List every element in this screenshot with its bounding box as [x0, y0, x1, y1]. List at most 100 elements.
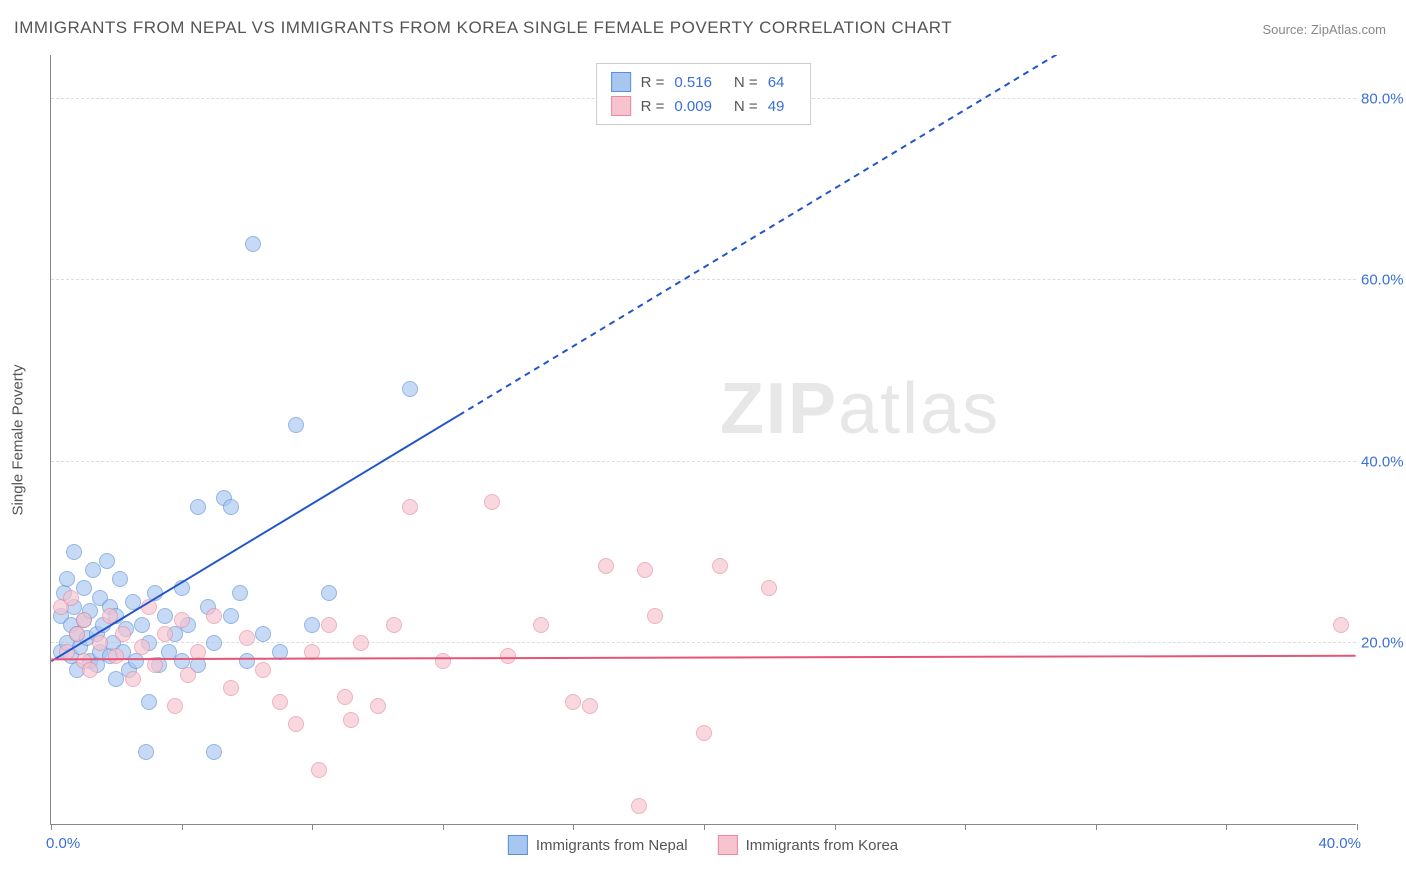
legend-bottom-item: Immigrants from Nepal: [508, 835, 688, 855]
data-point: [239, 630, 255, 646]
data-point: [647, 608, 663, 624]
chart-area: Single Female Poverty ZIPatlas R =0.516N…: [50, 55, 1356, 825]
trend-lines: [51, 55, 1356, 824]
data-point: [696, 725, 712, 741]
legend-bottom-item: Immigrants from Korea: [718, 835, 899, 855]
data-point: [353, 635, 369, 651]
legend-swatch: [508, 835, 528, 855]
y-tick-label: 80.0%: [1361, 91, 1406, 108]
data-point: [167, 698, 183, 714]
legend-top-row: R =0.009N =49: [611, 94, 797, 118]
data-point: [321, 617, 337, 633]
data-point: [223, 680, 239, 696]
legend-top-row: R =0.516N =64: [611, 70, 797, 94]
x-tick: [704, 824, 705, 830]
data-point: [115, 626, 131, 642]
data-point: [59, 644, 75, 660]
data-point: [206, 744, 222, 760]
legend-series-label: Immigrants from Korea: [746, 837, 899, 854]
legend-swatch: [611, 72, 631, 92]
y-tick-label: 20.0%: [1361, 634, 1406, 651]
legend-r-value: 0.516: [674, 74, 712, 91]
data-point: [102, 608, 118, 624]
data-point: [138, 744, 154, 760]
data-point: [66, 544, 82, 560]
data-point: [174, 580, 190, 596]
data-point: [1333, 617, 1349, 633]
x-axis-label-min: 0.0%: [46, 835, 80, 852]
data-point: [147, 657, 163, 673]
x-tick: [312, 824, 313, 830]
data-point: [180, 667, 196, 683]
x-tick: [965, 824, 966, 830]
watermark-light: atlas: [838, 369, 1000, 449]
trend-line-dashed: [459, 55, 1356, 415]
data-point: [112, 571, 128, 587]
data-point: [206, 608, 222, 624]
data-point: [223, 499, 239, 515]
data-point: [92, 635, 108, 651]
data-point: [82, 662, 98, 678]
data-point: [223, 608, 239, 624]
data-point: [712, 558, 728, 574]
x-tick: [51, 824, 52, 830]
legend-n-value: 64: [768, 74, 785, 91]
data-point: [157, 608, 173, 624]
data-point: [255, 662, 271, 678]
data-point: [157, 626, 173, 642]
data-point: [402, 499, 418, 515]
legend-n-value: 49: [768, 98, 785, 115]
data-point: [343, 712, 359, 728]
data-point: [108, 648, 124, 664]
legend-swatch: [611, 96, 631, 116]
data-point: [321, 585, 337, 601]
data-point: [598, 558, 614, 574]
data-point: [232, 585, 248, 601]
x-tick: [835, 824, 836, 830]
data-point: [500, 648, 516, 664]
legend-r-label: R =: [641, 98, 665, 115]
data-point: [402, 381, 418, 397]
data-point: [272, 694, 288, 710]
source-label: Source: ZipAtlas.com: [1262, 22, 1386, 37]
chart-title: IMMIGRANTS FROM NEPAL VS IMMIGRANTS FROM…: [14, 18, 952, 38]
data-point: [174, 612, 190, 628]
data-point: [76, 612, 92, 628]
legend-series-label: Immigrants from Nepal: [536, 837, 688, 854]
data-point: [637, 562, 653, 578]
data-point: [59, 571, 75, 587]
y-tick-label: 40.0%: [1361, 453, 1406, 470]
data-point: [134, 617, 150, 633]
legend-r-label: R =: [641, 74, 665, 91]
legend-top: R =0.516N =64R =0.009N =49: [596, 63, 812, 125]
x-tick: [443, 824, 444, 830]
legend-n-label: N =: [734, 98, 758, 115]
y-gridline: [51, 461, 1356, 462]
data-point: [125, 671, 141, 687]
x-tick: [182, 824, 183, 830]
data-point: [435, 653, 451, 669]
data-point: [272, 644, 288, 660]
data-point: [386, 617, 402, 633]
data-point: [761, 580, 777, 596]
x-tick: [573, 824, 574, 830]
data-point: [255, 626, 271, 642]
data-point: [239, 653, 255, 669]
data-point: [134, 639, 150, 655]
data-point: [304, 644, 320, 660]
data-point: [190, 499, 206, 515]
x-tick: [1096, 824, 1097, 830]
data-point: [63, 590, 79, 606]
data-point: [311, 762, 327, 778]
data-point: [565, 694, 581, 710]
data-point: [141, 694, 157, 710]
y-tick-label: 60.0%: [1361, 272, 1406, 289]
x-tick: [1357, 824, 1358, 830]
data-point: [337, 689, 353, 705]
data-point: [304, 617, 320, 633]
data-point: [99, 553, 115, 569]
data-point: [582, 698, 598, 714]
data-point: [631, 798, 647, 814]
data-point: [125, 594, 141, 610]
data-point: [141, 599, 157, 615]
